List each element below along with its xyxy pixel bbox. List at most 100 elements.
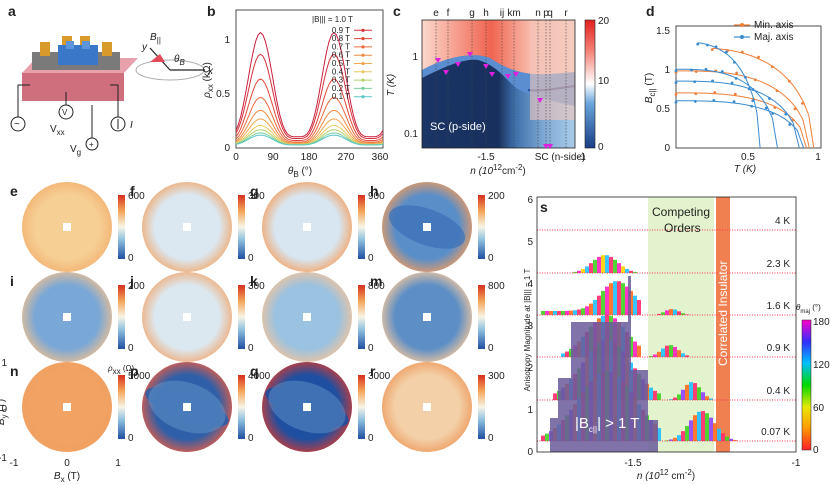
map-cbar-max: 900 [368, 191, 385, 202]
s-bar [733, 439, 737, 441]
s-bar [629, 270, 633, 273]
map-center-hole [303, 313, 311, 321]
map-cbar-min: 0 [488, 343, 494, 354]
s-bar [593, 259, 597, 273]
map-colorbar [358, 285, 365, 349]
c-tc-marker [489, 72, 495, 77]
map-cbar-min: 0 [488, 253, 494, 264]
panel-label-m: m [370, 273, 382, 289]
s-bar [589, 263, 593, 273]
s-bar [709, 398, 713, 400]
s-bar [585, 266, 589, 273]
svg-text:x: x [207, 66, 214, 77]
d-ytick: 1 [664, 65, 670, 76]
map-colorbar [358, 195, 365, 259]
map-center-hole [423, 313, 431, 321]
d-data-point [710, 48, 714, 52]
c-cut-letter: p [543, 8, 549, 19]
b-series-line [235, 31, 384, 138]
s-bar [549, 310, 553, 315]
b-series-line [235, 109, 384, 144]
s-xtick: -1.5 [624, 458, 642, 469]
s-bar [673, 346, 677, 357]
d-fit-line [697, 42, 761, 149]
map-xtick: 1 [115, 458, 121, 469]
c-cut-letter: r [564, 8, 568, 19]
s-cbar-tick: 120 [813, 360, 830, 371]
s-temp-label: 0.4 K [767, 386, 791, 397]
panel-label-d: d [646, 3, 655, 19]
panel-b-frame [235, 9, 384, 149]
map-center-hole [63, 403, 71, 411]
map-center-hole [423, 223, 431, 231]
b-legend-marker [361, 61, 365, 66]
panel-label-g: g [250, 183, 259, 199]
map-cbar-max: 800 [488, 281, 505, 292]
panel-b-plot: 0 90 180 270 360 0 0.5 1 θB (°) ρxx (kΩ)… [202, 9, 389, 179]
map-cbar-min: 0 [128, 433, 134, 444]
s-bar [573, 310, 577, 315]
b-legend-marker [361, 28, 365, 32]
s-bar [721, 433, 725, 441]
s-temp-label: 4 K [775, 216, 790, 227]
c-cbar-tick: 0 [598, 142, 604, 153]
c-cut-letter: km [507, 8, 520, 19]
s-cbar-tick: 60 [813, 403, 825, 414]
s-bar [685, 355, 689, 357]
s-bar [633, 295, 637, 315]
s-bar [561, 310, 565, 315]
map-center-hole [63, 223, 71, 231]
map-cbar-max: 800 [368, 281, 385, 292]
s-bar [577, 309, 581, 315]
s-bar [569, 310, 573, 315]
map-ylabel: By (T) [0, 399, 9, 425]
b-series-line [235, 134, 384, 146]
s-bar [681, 431, 685, 441]
s-ytick: 5 [527, 237, 533, 248]
s-bar [545, 310, 549, 315]
d-data-point [725, 50, 728, 54]
s-bar [665, 310, 669, 315]
c-cbar-tick: 20 [598, 16, 610, 27]
s-bar [697, 387, 701, 400]
d-data-point [674, 69, 678, 73]
d-xlabel: T (K) [734, 164, 756, 175]
c-cut-letter: n [535, 8, 541, 19]
map-center-hole [183, 223, 191, 231]
b-legend-entry: 0.4 T [332, 67, 350, 76]
svg-text:Vg: Vg [70, 144, 81, 157]
d-fit-line [676, 100, 805, 149]
b-legend-marker [361, 53, 365, 57]
s-bar [577, 270, 581, 273]
s-bar [697, 411, 701, 441]
s-bar [681, 389, 685, 400]
d-data-point [720, 70, 724, 73]
s-bar [605, 286, 609, 315]
s-bar [661, 348, 665, 357]
panel-label-i: i [10, 273, 14, 289]
c-tc-marker [547, 144, 553, 149]
c-xtick: -1.5 [477, 152, 495, 163]
map-cbar-min: 0 [248, 343, 254, 354]
b-legend-entry: 0.3 T [332, 76, 350, 85]
correlated-label: Correlated Insulator [716, 261, 730, 366]
svg-text:~: ~ [14, 119, 20, 130]
c-cut-letter: e [433, 8, 439, 19]
s-bar [557, 310, 561, 315]
b-ytick: 0.5 [216, 89, 230, 100]
c-tc-marker [467, 52, 473, 57]
correlated-insulator-band [716, 197, 730, 452]
s-bar [669, 439, 673, 441]
c-xtick: -1 [577, 152, 586, 163]
d-data-point [674, 93, 678, 96]
s-ylabel: Anisotropy Magnitude at |B||| = 1 T [523, 269, 532, 392]
b-series-line [235, 78, 384, 141]
panel-label-f: f [130, 183, 135, 199]
map-colorbar [118, 195, 125, 259]
c-cut-letter: g [469, 8, 475, 19]
s-bar [565, 310, 569, 315]
s-cbar-tick: 180 [813, 317, 830, 328]
c-tc-marker [455, 62, 461, 67]
